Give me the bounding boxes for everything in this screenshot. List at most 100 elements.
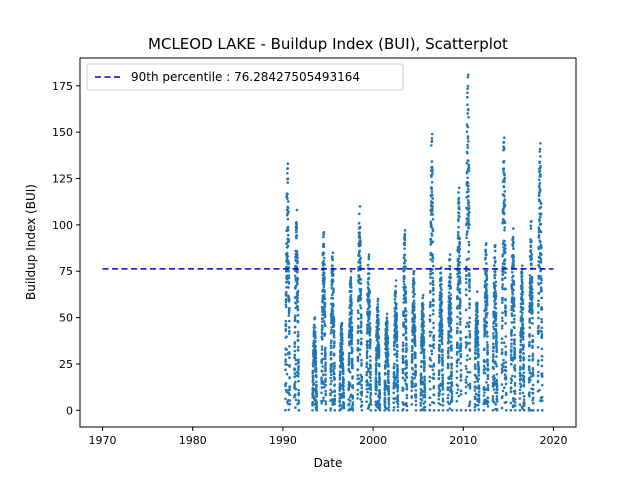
data-point — [459, 342, 463, 346]
data-point — [294, 314, 297, 318]
data-point — [468, 303, 471, 306]
data-point — [395, 307, 398, 311]
y-tick-label: 25 — [59, 358, 73, 371]
data-point — [492, 353, 495, 356]
data-point — [476, 302, 479, 306]
data-point — [537, 299, 540, 303]
data-point — [296, 282, 299, 286]
data-point — [394, 291, 397, 294]
data-point — [512, 264, 516, 267]
data-point — [464, 378, 468, 381]
data-point — [504, 271, 507, 274]
data-point — [403, 379, 407, 383]
data-point — [403, 276, 406, 280]
data-point — [448, 258, 452, 261]
data-point — [357, 311, 360, 315]
data-point — [359, 398, 362, 401]
data-point — [431, 286, 435, 290]
data-point — [539, 202, 543, 205]
data-point — [438, 392, 441, 396]
data-point — [518, 403, 522, 406]
data-point — [375, 388, 378, 392]
data-point — [358, 236, 362, 240]
data-point — [430, 180, 434, 184]
data-point — [465, 236, 468, 240]
data-point — [419, 351, 423, 354]
data-point — [494, 302, 498, 305]
data-point — [288, 393, 292, 397]
data-point — [468, 382, 472, 386]
data-point-peak — [385, 312, 389, 316]
data-point — [519, 384, 523, 387]
data-point — [512, 299, 516, 302]
data-point — [485, 341, 489, 344]
data-point — [350, 342, 353, 346]
data-point-peak — [331, 251, 335, 254]
data-point — [464, 364, 468, 368]
data-point — [312, 364, 315, 367]
data-point — [494, 362, 498, 366]
data-point — [459, 301, 462, 304]
data-point — [383, 409, 386, 412]
data-point — [486, 383, 490, 387]
data-point — [342, 381, 345, 385]
data-point — [403, 253, 407, 257]
x-tick-label: 1970 — [89, 434, 117, 447]
data-point-peak — [484, 242, 488, 245]
data-point — [323, 295, 326, 299]
data-point — [413, 340, 417, 343]
data-point — [375, 361, 378, 365]
data-point — [315, 387, 318, 391]
data-point — [367, 387, 370, 390]
data-point — [513, 314, 516, 317]
data-point — [494, 294, 498, 298]
data-point — [422, 315, 425, 318]
data-point — [521, 335, 525, 339]
data-point — [347, 360, 351, 364]
data-point — [287, 408, 291, 412]
data-point — [338, 376, 342, 380]
data-point — [500, 326, 504, 330]
data-point — [368, 304, 372, 308]
data-point — [495, 391, 499, 395]
data-point — [522, 394, 526, 398]
data-point — [324, 346, 327, 350]
data-point — [294, 387, 298, 391]
data-point — [529, 249, 533, 252]
data-point — [531, 387, 535, 391]
data-point — [383, 393, 387, 397]
data-point — [439, 384, 443, 388]
data-point — [486, 362, 490, 365]
data-point — [468, 342, 472, 345]
data-point — [440, 292, 443, 295]
data-point — [431, 268, 434, 271]
data-point — [456, 326, 459, 330]
data-point — [491, 358, 495, 362]
data-point — [456, 233, 460, 237]
data-point — [468, 282, 471, 286]
data-point — [392, 406, 396, 409]
data-point — [369, 391, 373, 395]
data-point — [457, 394, 461, 398]
data-point — [502, 159, 506, 163]
data-point — [521, 290, 525, 294]
data-point — [356, 359, 360, 363]
data-point — [295, 230, 298, 234]
data-point — [396, 379, 400, 382]
data-point — [475, 304, 479, 308]
data-point — [495, 350, 498, 354]
data-point — [356, 338, 360, 342]
data-point — [431, 209, 434, 212]
data-point — [387, 381, 390, 385]
data-point — [540, 372, 544, 375]
data-point — [464, 391, 468, 395]
data-point — [284, 358, 287, 362]
data-point — [537, 332, 540, 335]
data-point — [323, 314, 327, 318]
data-point — [457, 263, 461, 267]
data-point — [539, 275, 542, 278]
data-point — [432, 343, 436, 346]
data-point — [286, 167, 290, 170]
data-point — [404, 298, 407, 302]
